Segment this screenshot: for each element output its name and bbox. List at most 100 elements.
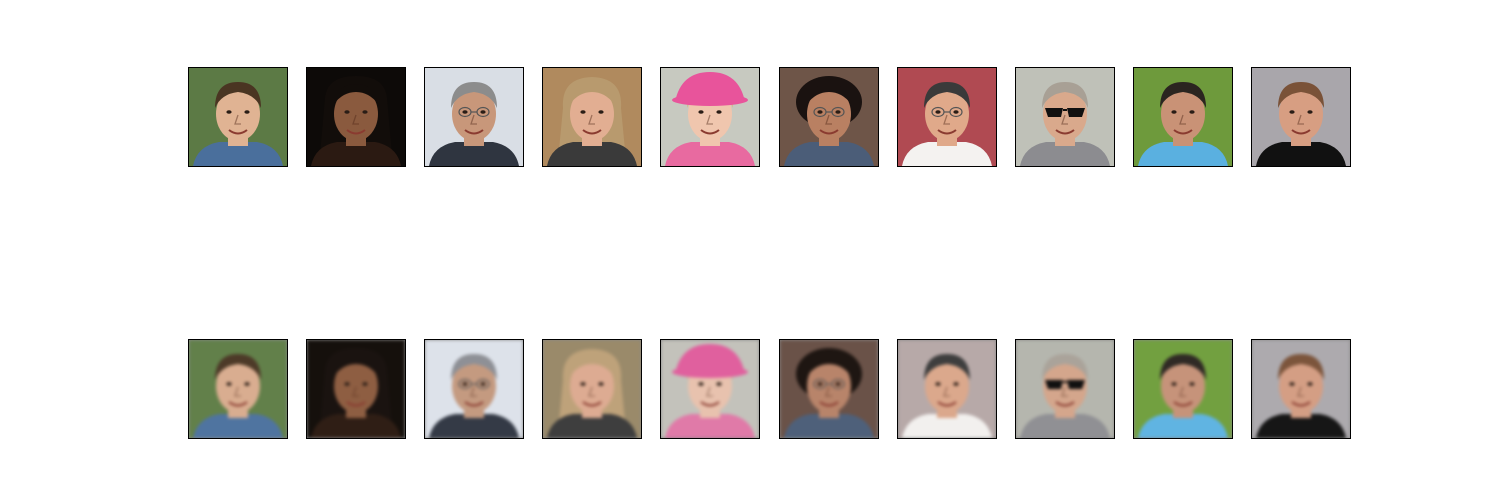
shirt	[665, 414, 755, 438]
hair-top	[1042, 354, 1088, 380]
nose	[1297, 114, 1304, 125]
shirt	[902, 142, 992, 166]
mouth	[1055, 129, 1075, 135]
original-faces-tile	[660, 67, 760, 167]
left-eye	[462, 382, 468, 386]
hair-top	[807, 84, 851, 104]
nose	[1061, 114, 1068, 125]
reconstructed-faces-tile	[306, 339, 406, 439]
mouth	[819, 129, 839, 135]
shirt	[665, 142, 755, 166]
mouth	[464, 129, 484, 135]
left-sunglass-lens	[1045, 108, 1063, 117]
face	[216, 359, 260, 413]
shirt	[429, 142, 519, 166]
right-eye	[953, 110, 959, 114]
left-eye	[580, 382, 586, 386]
right-eye	[244, 110, 250, 114]
hair-top	[570, 84, 614, 104]
shirt	[1256, 414, 1346, 438]
right-eye	[480, 382, 486, 386]
hat	[675, 72, 745, 102]
original-faces-row	[0, 67, 1500, 167]
mouth	[1291, 401, 1311, 407]
face	[1279, 359, 1323, 413]
hair-top	[451, 82, 497, 108]
nose	[470, 114, 477, 125]
original-faces-tile	[424, 67, 524, 167]
mouth	[464, 401, 484, 407]
nose	[706, 114, 713, 125]
nose	[1179, 114, 1186, 125]
face	[925, 359, 969, 413]
left-eye	[817, 382, 823, 386]
hair-top	[570, 356, 614, 376]
left-eye	[698, 382, 704, 386]
reconstructed-faces-tile	[1015, 339, 1115, 439]
right-eye	[480, 110, 486, 114]
shirt	[1256, 142, 1346, 166]
face	[1043, 359, 1087, 413]
left-eye	[462, 110, 468, 114]
original-faces-tile	[188, 67, 288, 167]
nose	[706, 386, 713, 397]
mouth	[1173, 401, 1193, 407]
face-portrait	[1134, 68, 1232, 166]
face-portrait	[661, 340, 759, 438]
hair-top	[1042, 82, 1088, 108]
left-eye	[1171, 110, 1177, 114]
left-eye	[344, 382, 350, 386]
face-portrait	[780, 340, 878, 438]
face-portrait	[425, 340, 523, 438]
reconstructed-faces-tile	[424, 339, 524, 439]
face-portrait	[1016, 68, 1114, 166]
face-portrait	[1016, 340, 1114, 438]
mouth	[228, 129, 248, 135]
hair-top	[1160, 82, 1206, 108]
right-eye	[1307, 382, 1313, 386]
shirt	[784, 414, 874, 438]
shirt	[311, 414, 401, 438]
shirt	[429, 414, 519, 438]
mouth	[1291, 129, 1311, 135]
original-faces-tile	[542, 67, 642, 167]
face-portrait	[189, 68, 287, 166]
right-eye	[362, 382, 368, 386]
right-sunglass-lens	[1067, 108, 1085, 117]
face-portrait	[543, 68, 641, 166]
mouth	[937, 401, 957, 407]
face	[452, 87, 496, 141]
hair-top	[1160, 354, 1206, 380]
nose	[943, 386, 950, 397]
face-portrait	[780, 68, 878, 166]
hair-top	[215, 82, 261, 108]
hair-top	[334, 356, 378, 376]
mouth	[819, 401, 839, 407]
face-portrait	[307, 340, 405, 438]
left-eye	[580, 110, 586, 114]
shirt	[547, 142, 637, 166]
left-eye	[935, 110, 941, 114]
face	[1161, 87, 1205, 141]
left-eye	[935, 382, 941, 386]
shirt	[311, 142, 401, 166]
face-portrait	[1134, 340, 1232, 438]
right-sunglass-lens	[1067, 380, 1085, 389]
right-eye	[835, 382, 841, 386]
hat-brim	[672, 366, 748, 378]
right-eye	[716, 382, 722, 386]
nose	[234, 386, 241, 397]
right-eye	[598, 110, 604, 114]
right-eye	[1189, 110, 1195, 114]
hair-top	[334, 84, 378, 104]
hair-top	[924, 82, 970, 108]
left-eye	[1289, 110, 1295, 114]
face	[925, 87, 969, 141]
shirt	[902, 414, 992, 438]
mouth	[937, 129, 957, 135]
mouth	[700, 129, 720, 135]
left-sunglass-lens	[1045, 380, 1063, 389]
face	[1279, 87, 1323, 141]
face	[334, 87, 378, 141]
face-portrait	[189, 340, 287, 438]
